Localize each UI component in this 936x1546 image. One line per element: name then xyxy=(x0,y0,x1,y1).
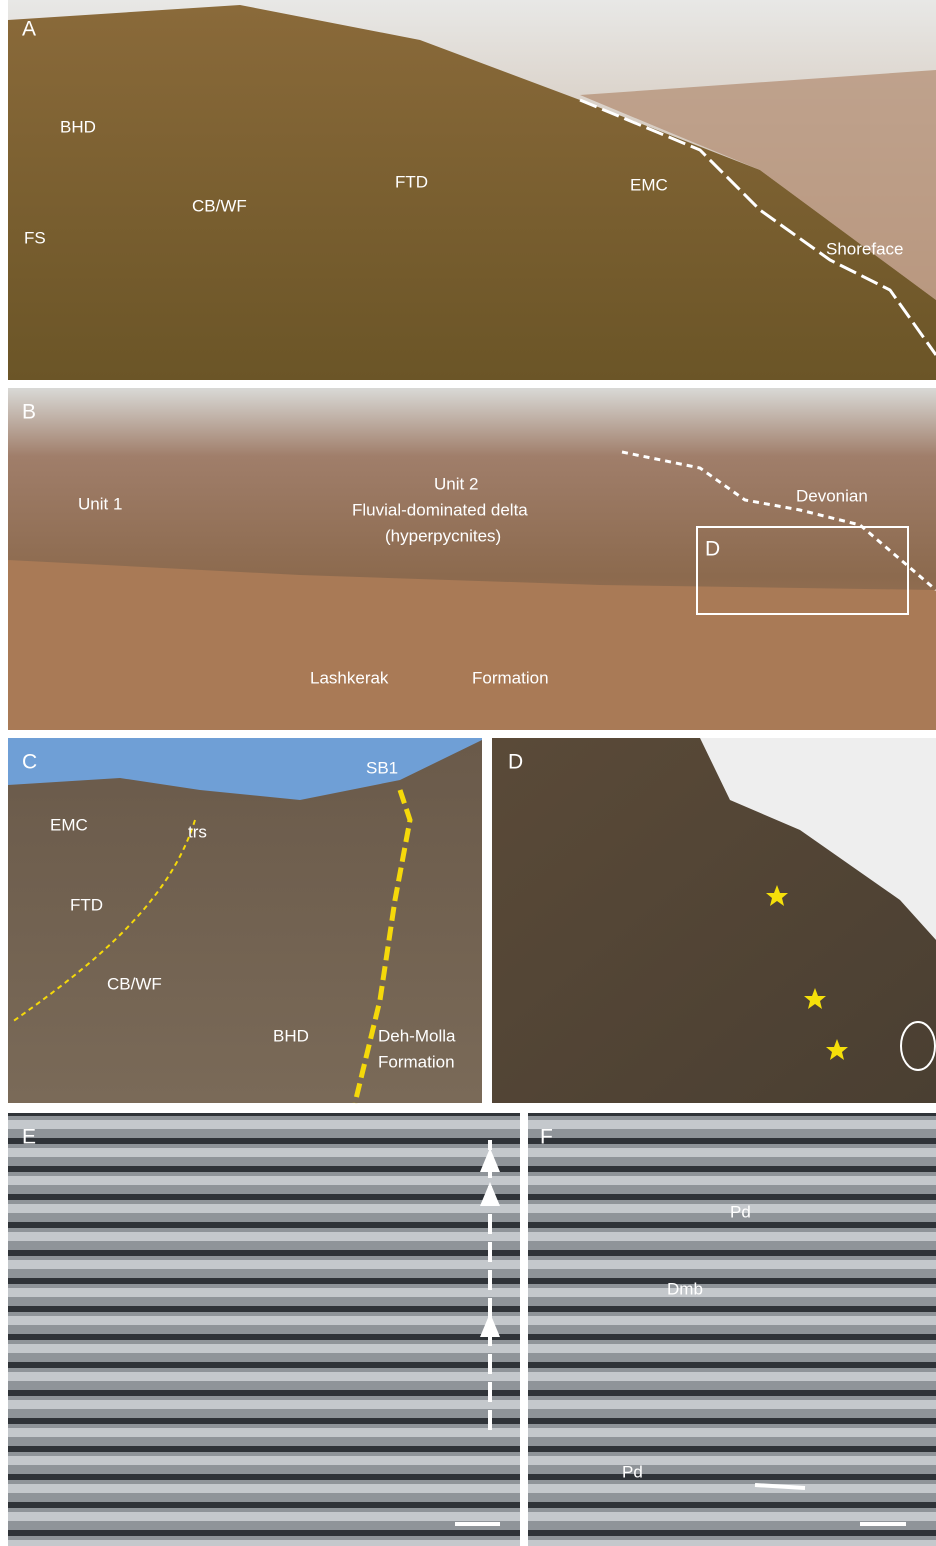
label: CB/WF xyxy=(192,196,247,215)
arrowheads xyxy=(480,1148,500,1337)
boundary-line xyxy=(579,98,936,356)
stars xyxy=(766,885,848,1060)
label: FTD xyxy=(70,895,103,914)
label: CB/WF xyxy=(107,974,162,993)
label: Dmb xyxy=(667,1279,703,1298)
foreground xyxy=(8,560,936,730)
label: Formation xyxy=(472,668,549,687)
label: EMC xyxy=(50,815,88,834)
valley xyxy=(580,70,936,300)
label: FTD xyxy=(395,172,428,191)
photo xyxy=(528,1113,936,1546)
label: (hyperpycnites) xyxy=(385,526,501,545)
panel-letter: A xyxy=(22,18,36,41)
label: EMC xyxy=(630,175,668,194)
marker xyxy=(754,1483,806,1490)
label: BHD xyxy=(273,1026,309,1045)
panel-a: A BHD CB/WF FS FTD EMC Shoreface xyxy=(8,0,936,380)
label: Devonian xyxy=(796,486,868,505)
inset-box xyxy=(696,526,909,615)
sb1-line xyxy=(352,789,413,1104)
person-circle xyxy=(900,1021,936,1071)
label: Formation xyxy=(378,1052,455,1071)
label: Pd xyxy=(730,1202,751,1221)
label: D xyxy=(705,538,720,561)
panel-letter: F xyxy=(540,1126,553,1149)
label: BHD xyxy=(60,117,96,136)
slope xyxy=(492,738,936,1103)
panel-f: F Pd Dmb Pd xyxy=(528,1113,936,1546)
label: Deh-Molla xyxy=(378,1026,456,1045)
trs-line xyxy=(11,819,196,1023)
hillside xyxy=(8,5,936,380)
panel-d: D xyxy=(492,738,936,1103)
label: SB1 xyxy=(366,758,398,777)
photo xyxy=(8,1113,520,1546)
label: Fluvial-dominated delta xyxy=(352,500,528,519)
panel-letter: B xyxy=(22,401,36,424)
panel-b: B Unit 1 Unit 2 Fluvial-dominated delta … xyxy=(8,388,936,730)
label: FS xyxy=(24,228,46,247)
label: Unit 1 xyxy=(78,494,122,513)
boundary-line xyxy=(621,450,936,592)
panel-e: E xyxy=(8,1113,520,1546)
label: Unit 2 xyxy=(434,474,478,493)
panel-c: C EMC trs FTD CB/WF SB1 BHD Deh-Molla Fo… xyxy=(8,738,482,1104)
label: Lashkerak xyxy=(310,668,389,687)
panel-letter: D xyxy=(508,751,523,774)
label: Shoreface xyxy=(826,239,904,258)
panel-letter: C xyxy=(22,751,37,774)
label: Pd xyxy=(622,1462,643,1481)
slope xyxy=(8,740,482,1103)
panel-letter: E xyxy=(22,1126,36,1149)
label: trs xyxy=(188,822,207,841)
